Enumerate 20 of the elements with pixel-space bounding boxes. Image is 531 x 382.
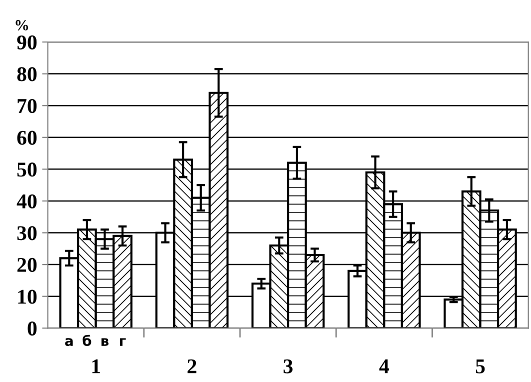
y-tick-label: 10 [18, 290, 37, 304]
series-label: в [102, 338, 109, 346]
y-tick-label: 60 [17, 130, 37, 145]
x-tick-label: 4 [379, 359, 389, 374]
series-label: а [65, 338, 73, 346]
x-tick-label: 5 [476, 360, 485, 374]
x-tick-label: 3 [284, 359, 293, 374]
x-tick-label: 2 [188, 359, 196, 374]
series-label: б [82, 334, 92, 346]
y-tick-label: 40 [16, 194, 37, 208]
y-axis-title: % [16, 20, 28, 30]
x-tick-label: 1 [92, 359, 100, 374]
y-tick-label: 30 [17, 226, 37, 240]
y-tick-label: 50 [17, 162, 37, 177]
y-tick-label: 90 [17, 35, 37, 50]
series-label: г [120, 338, 126, 346]
y-tick-label: 70 [18, 98, 37, 114]
y-tick-label: 0 [28, 322, 37, 336]
y-tick-label: 80 [17, 67, 37, 82]
y-tick-label: 20 [17, 258, 37, 272]
